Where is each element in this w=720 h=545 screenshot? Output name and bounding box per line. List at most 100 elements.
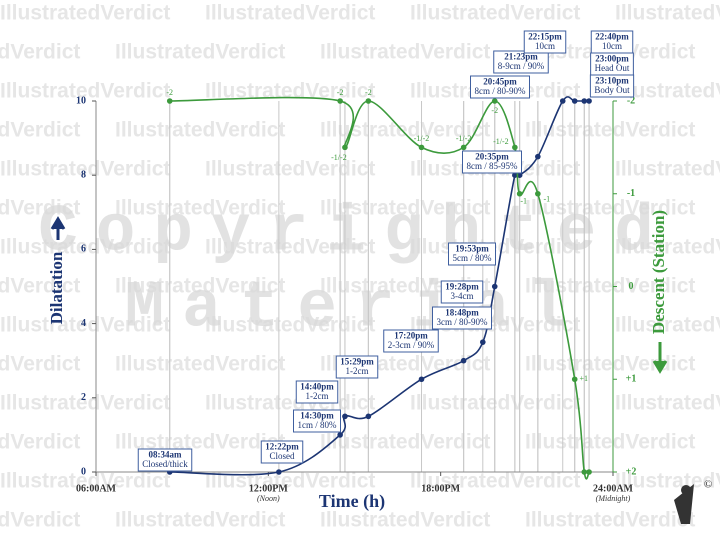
- annotation-time: 20:45pm: [483, 77, 517, 87]
- annotation-frame: [293, 409, 341, 433]
- y-axis-arrow: [50, 216, 66, 240]
- x-tick-label: 24:00AM: [593, 483, 634, 494]
- annotation-frame: [448, 242, 496, 266]
- background-watermark: IllustratedVerdict: [115, 353, 285, 376]
- background-watermark: IllustratedVerdict: [0, 41, 80, 64]
- background-watermark: IllustratedVerdict: [0, 431, 80, 454]
- annotation-frame: [432, 306, 492, 330]
- y-tick-label: 6: [81, 244, 86, 255]
- background-watermark: IllustratedVerdict: [525, 431, 695, 454]
- annotation-time: 14:30pm: [300, 411, 334, 421]
- x-tick-label: 12:00PM: [249, 483, 288, 494]
- value-label: -1: [543, 195, 550, 204]
- data-point: [491, 98, 498, 104]
- y2-axis-arrow: [652, 342, 668, 374]
- background-watermark: IllustratedVerdict: [0, 236, 170, 259]
- data-point: [512, 172, 518, 178]
- annotation-time: 18:48pm: [445, 308, 479, 318]
- background-watermark: IllustratedVerdict: [115, 197, 285, 220]
- annotation-time: 22:15pm: [528, 32, 562, 42]
- annotation-frame: [137, 448, 193, 472]
- annotation-time: 20:35pm: [475, 152, 509, 162]
- background-watermark: IllustratedVerdict: [205, 470, 375, 493]
- annotation-note: 10cm: [535, 41, 555, 51]
- data-point: [535, 190, 541, 197]
- data-point: [365, 413, 372, 420]
- value-label: -1/-2: [493, 137, 509, 146]
- data-point: [571, 376, 578, 383]
- annotation-note: 3cm / 80-90%: [437, 317, 488, 327]
- y2-tick-label: 0: [629, 281, 634, 292]
- annotation-note: 8cm / 85-95%: [467, 161, 518, 171]
- background-watermark: IllustratedVerdict: [525, 119, 695, 142]
- annotation-time: 12:22pm: [265, 442, 299, 452]
- annotation-frame: [295, 380, 339, 404]
- annotation-note: 8cm / 80-90%: [475, 86, 526, 96]
- data-point: [342, 413, 348, 420]
- annotation-time: 22:40pm: [595, 32, 629, 42]
- annotation-time: 23:00pm: [595, 54, 629, 64]
- data-point: [342, 144, 348, 151]
- background-watermark: IllustratedVerdict: [0, 2, 170, 25]
- annotation-note: 10cm: [602, 41, 622, 51]
- y2-tick-label: +2: [626, 466, 637, 477]
- annotation-note: 1-2cm: [346, 366, 369, 376]
- x-axis-title: Time (h): [319, 491, 385, 512]
- data-point: [460, 144, 467, 151]
- annotation-frame: [383, 329, 439, 353]
- value-label: -2: [166, 88, 173, 97]
- watermark: Material: [125, 270, 586, 345]
- data-point: [516, 190, 523, 197]
- background-watermark: IllustratedVerdict: [115, 41, 285, 64]
- data-point: [337, 432, 343, 438]
- background-watermark: IllustratedVerdict: [615, 158, 720, 181]
- annotation-time: 21:23pm: [504, 52, 538, 62]
- annotation-time: 14:40pm: [300, 382, 334, 392]
- y-tick-label: 4: [81, 318, 86, 329]
- y2-axis-title: Descent (Station): [649, 210, 668, 334]
- annotation-note: 1cm / 80%: [298, 420, 337, 430]
- annotation-frame: [589, 74, 635, 98]
- background-watermark: IllustratedVerdict: [0, 353, 80, 376]
- background-watermark: IllustratedVerdict: [615, 314, 720, 337]
- background-watermark: IllustratedVerdict: [0, 392, 170, 415]
- background-watermark: IllustratedVerdict: [410, 470, 580, 493]
- background-watermark: IllustratedVerdict: [525, 353, 695, 376]
- annotation-frame: [335, 355, 379, 379]
- annotation-time: 23:10pm: [595, 76, 629, 86]
- background-watermark: IllustratedVerdict: [525, 509, 695, 532]
- watermark: Copyrighted: [38, 194, 672, 269]
- y2-tick-label: +1: [626, 374, 637, 385]
- copyright-mark: ©: [704, 479, 712, 491]
- background-watermark: IllustratedVerdict: [0, 470, 170, 493]
- data-point: [586, 98, 592, 104]
- y-tick-label: 0: [81, 466, 86, 477]
- background-watermark: IllustratedVerdict: [0, 197, 80, 220]
- data-point: [460, 357, 467, 364]
- background-watermark: IllustratedVerdict: [205, 158, 375, 181]
- data-point: [571, 98, 578, 104]
- y2-tick-label: -1: [627, 188, 635, 199]
- data-point: [535, 153, 541, 160]
- watermark-layer: IllustratedVerdict IllustratedVerdict Illu…: [0, 2, 720, 532]
- data-point: [337, 98, 343, 104]
- annotation-time: 15:29pm: [340, 357, 374, 367]
- background-watermark: IllustratedVerdict: [320, 431, 490, 454]
- background-watermark: IllustratedVerdict: [0, 119, 80, 142]
- data-point: [512, 144, 518, 151]
- background-watermark: IllustratedVerdict: [320, 119, 490, 142]
- y2-tick-label: -2: [627, 95, 635, 106]
- annotation-time: 17:20pm: [394, 331, 428, 341]
